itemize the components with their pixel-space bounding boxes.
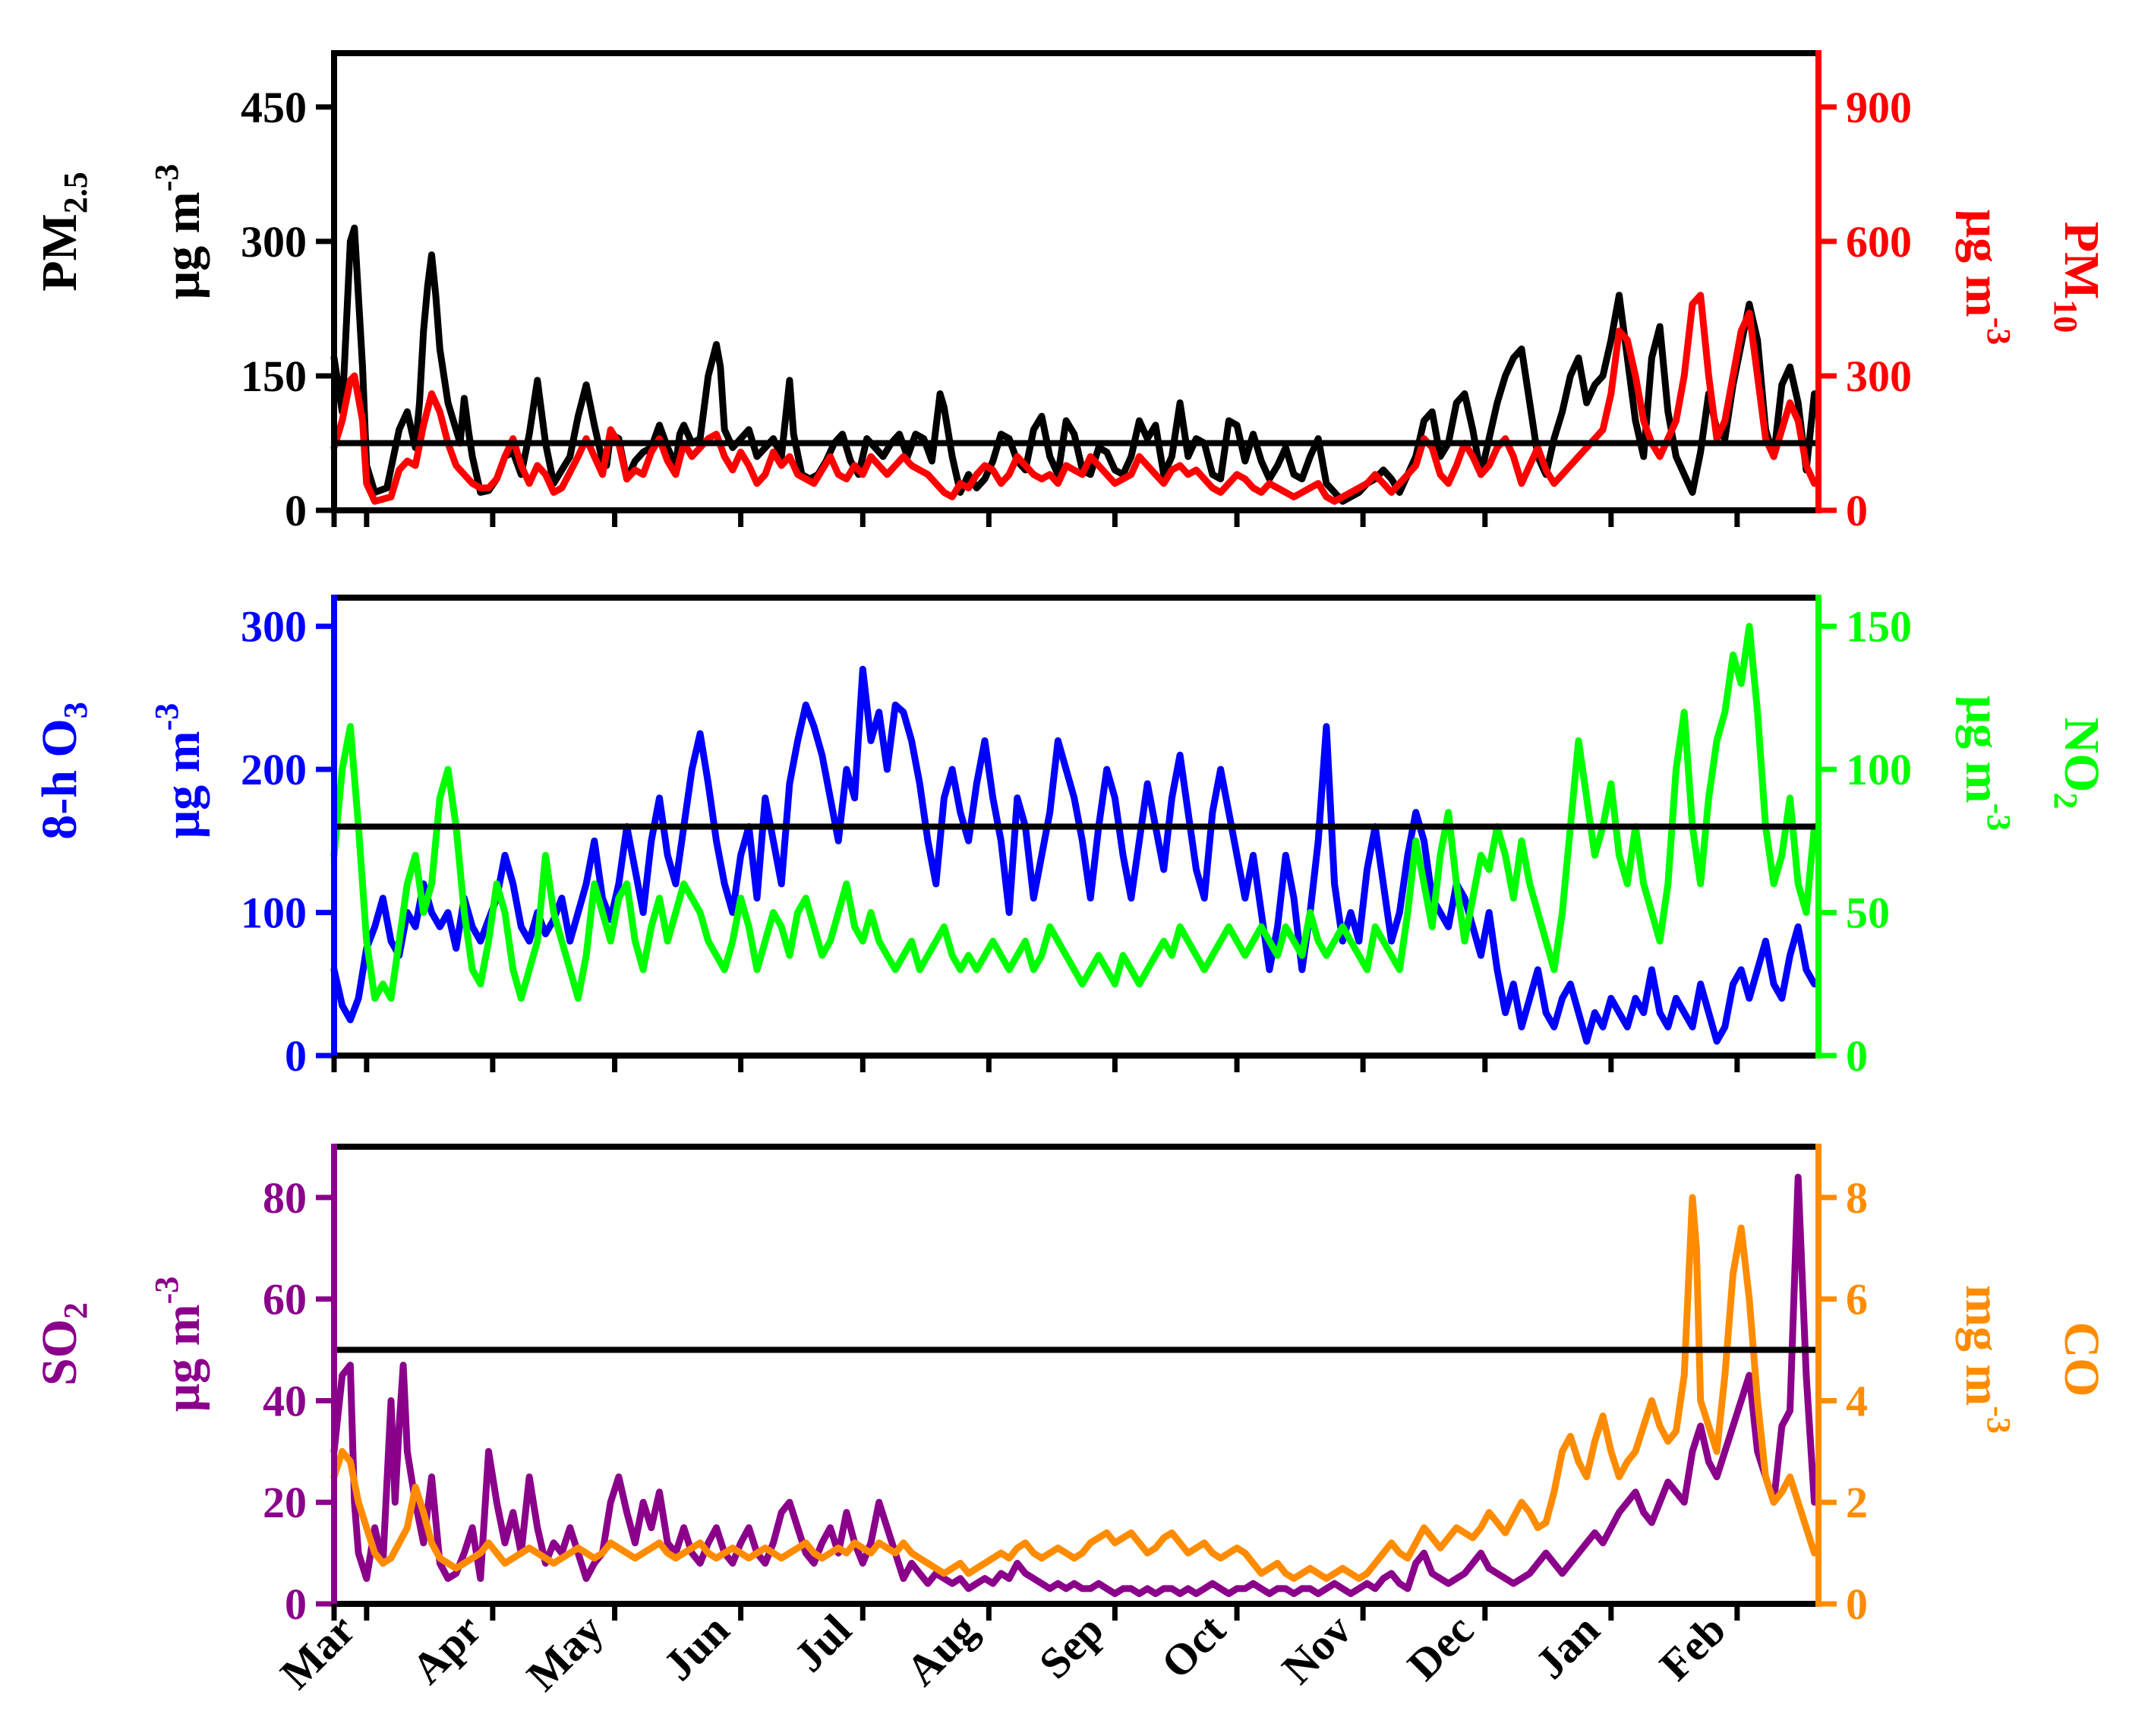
right-tick-label: 6 (1846, 1275, 1868, 1324)
month-label-aug: Aug (897, 1605, 987, 1695)
svg-text:PM10: PM10 (2047, 222, 2109, 333)
month-label-jun: Jun (654, 1605, 739, 1690)
left-tick-label: 80 (263, 1173, 307, 1223)
series-line-so2 (330, 1173, 1818, 1598)
svg-text:SO2: SO2 (32, 1302, 94, 1386)
co-axis-title: CO (2054, 1322, 2109, 1397)
month-label-sep: Sep (1030, 1605, 1113, 1688)
no2-axis-title: NO2 (2047, 718, 2109, 810)
month-label-may: May (517, 1605, 613, 1700)
svg-text:mg m-3: mg m-3 (1955, 1285, 2017, 1434)
month-label-feb: Feb (1650, 1605, 1735, 1690)
pm25-axis-title: PM2.5 (32, 172, 94, 292)
left-tick-label: 40 (263, 1376, 307, 1425)
month-label-jan: Jan (1525, 1605, 1609, 1688)
svg-text:μg m-3: μg m-3 (148, 1277, 210, 1412)
month-label-nov: Nov (1273, 1605, 1361, 1693)
right-tick-label: 100 (1846, 745, 1912, 794)
left-tick-label: 450 (241, 83, 307, 132)
left-tick-label: 0 (285, 1580, 307, 1629)
panel-pm: 0 150 300 450 0 300 600 900 PM2.5 μg m-3 PM10 μ… (32, 50, 2109, 535)
left-tick-label: 150 (241, 352, 307, 401)
right-tick-label: 2 (1846, 1478, 1868, 1527)
right-tick-label: 300 (1846, 352, 1912, 401)
co-unit-label: mg m-3 (1955, 1285, 2017, 1434)
right-tick-label: 4 (1846, 1376, 1868, 1425)
month-label-dec: Dec (1398, 1605, 1483, 1690)
o3-unit-label: μg m-3 (148, 703, 210, 839)
right-tick-label: 900 (1846, 83, 1912, 132)
panel-o3-no2: 0 100 200 300 0 50 100 150 8-h O3 μg m-3 NO2 μg… (32, 595, 2109, 1081)
pm10-unit-label: μg m-3 (1955, 210, 2017, 346)
so2-axis-title: SO2 (32, 1302, 94, 1386)
left-tick-label: 0 (285, 1031, 307, 1081)
pm-axes-layer: 0 150 300 450 0 300 600 900 (241, 50, 1912, 535)
pm10-axis-title: PM10 (2047, 222, 2109, 333)
series-line-8-h-o3 (330, 665, 1818, 1045)
svg-text:μg m-3: μg m-3 (1955, 210, 2017, 346)
so2-unit-label: μg m-3 (148, 1277, 210, 1412)
so2-co-series-layer (330, 1173, 1818, 1598)
pm-series-layer (330, 224, 1818, 505)
panel-so2-co: 0 20 40 60 80 0 2 4 6 8 SO2 μg m-3 CO mg m-3 (32, 1144, 2109, 1629)
pm25-unit-label: μg m-3 (148, 164, 210, 300)
right-tick-label: 50 (1846, 889, 1890, 938)
svg-text:μg m-3: μg m-3 (1955, 696, 2017, 832)
series-line-pm2-5 (330, 224, 1818, 505)
left-tick-label: 200 (241, 745, 307, 794)
left-tick-label: 300 (241, 217, 307, 267)
right-tick-label: 0 (1846, 1580, 1868, 1629)
left-tick-label: 100 (241, 889, 307, 938)
svg-text:μg m-3: μg m-3 (148, 703, 210, 839)
right-tick-label: 8 (1846, 1173, 1868, 1223)
svg-text:PM2.5: PM2.5 (32, 172, 94, 292)
right-tick-label: 0 (1846, 1031, 1868, 1081)
so2-co-axes-layer: 0 20 40 60 80 0 2 4 6 8 (263, 1144, 1868, 1629)
svg-text:μg m-3: μg m-3 (148, 164, 210, 300)
series-line-no2 (330, 623, 1818, 1002)
month-label-jul: Jul (784, 1605, 861, 1681)
month-label-oct: Oct (1152, 1605, 1235, 1688)
right-tick-label: 600 (1846, 217, 1912, 267)
left-tick-label: 300 (241, 602, 307, 652)
no2-unit-label: μg m-3 (1955, 696, 2017, 832)
left-tick-label: 20 (263, 1478, 307, 1527)
right-tick-label: 150 (1846, 602, 1912, 652)
svg-text:CO: CO (2054, 1322, 2109, 1397)
o3-no2-axes-layer: 0 100 200 300 0 50 100 150 (241, 595, 1912, 1081)
left-tick-label: 0 (285, 486, 307, 535)
series-line-co (330, 1194, 1818, 1583)
left-tick-label: 60 (263, 1275, 307, 1324)
svg-text:8-h O3: 8-h O3 (32, 702, 94, 840)
month-label-apr: Apr (402, 1605, 490, 1693)
svg-text:NO2: NO2 (2047, 718, 2109, 810)
right-tick-label: 0 (1846, 486, 1868, 535)
o3-axis-title: 8-h O3 (32, 702, 94, 840)
o3-no2-series-layer (330, 623, 1818, 1045)
